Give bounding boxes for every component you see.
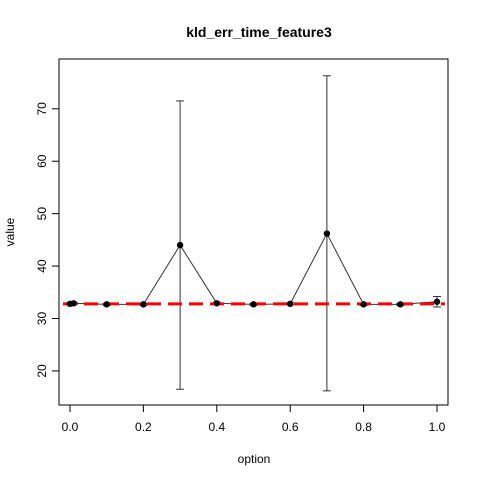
data-point [176,241,184,249]
x-tick-label: 0.0 [62,420,79,434]
data-point [103,301,110,308]
y-axis: 20 30 40 50 60 70 [35,102,60,378]
data-point [323,230,331,237]
y-tick-label: 20 [35,364,49,378]
y-tick-label: 30 [35,312,49,326]
y-tick-label: 60 [35,154,49,168]
series-layer [63,75,445,392]
data-point [286,300,294,308]
x-tick-label: 0.6 [282,420,299,434]
data-point [250,301,257,308]
x-tick-label: 0.4 [208,420,225,434]
y-tick-label: 70 [35,102,49,116]
data-point [70,300,77,307]
data-point [140,301,147,308]
data-point [360,301,367,308]
y-tick-label: 50 [35,207,49,221]
x-axis-label: option [238,452,271,466]
data-point [213,300,221,307]
x-axis: 0.0 0.2 0.4 0.6 0.8 1.0 [62,404,446,434]
y-axis-label: value [3,217,17,246]
data-point [397,301,404,308]
x-tick-label: 0.8 [355,420,372,434]
chart-title: kld_err_time_feature3 [186,24,332,40]
data-point [433,298,441,305]
x-tick-label: 1.0 [429,420,446,434]
x-tick-label: 0.2 [135,420,152,434]
y-tick-label: 40 [35,259,49,273]
